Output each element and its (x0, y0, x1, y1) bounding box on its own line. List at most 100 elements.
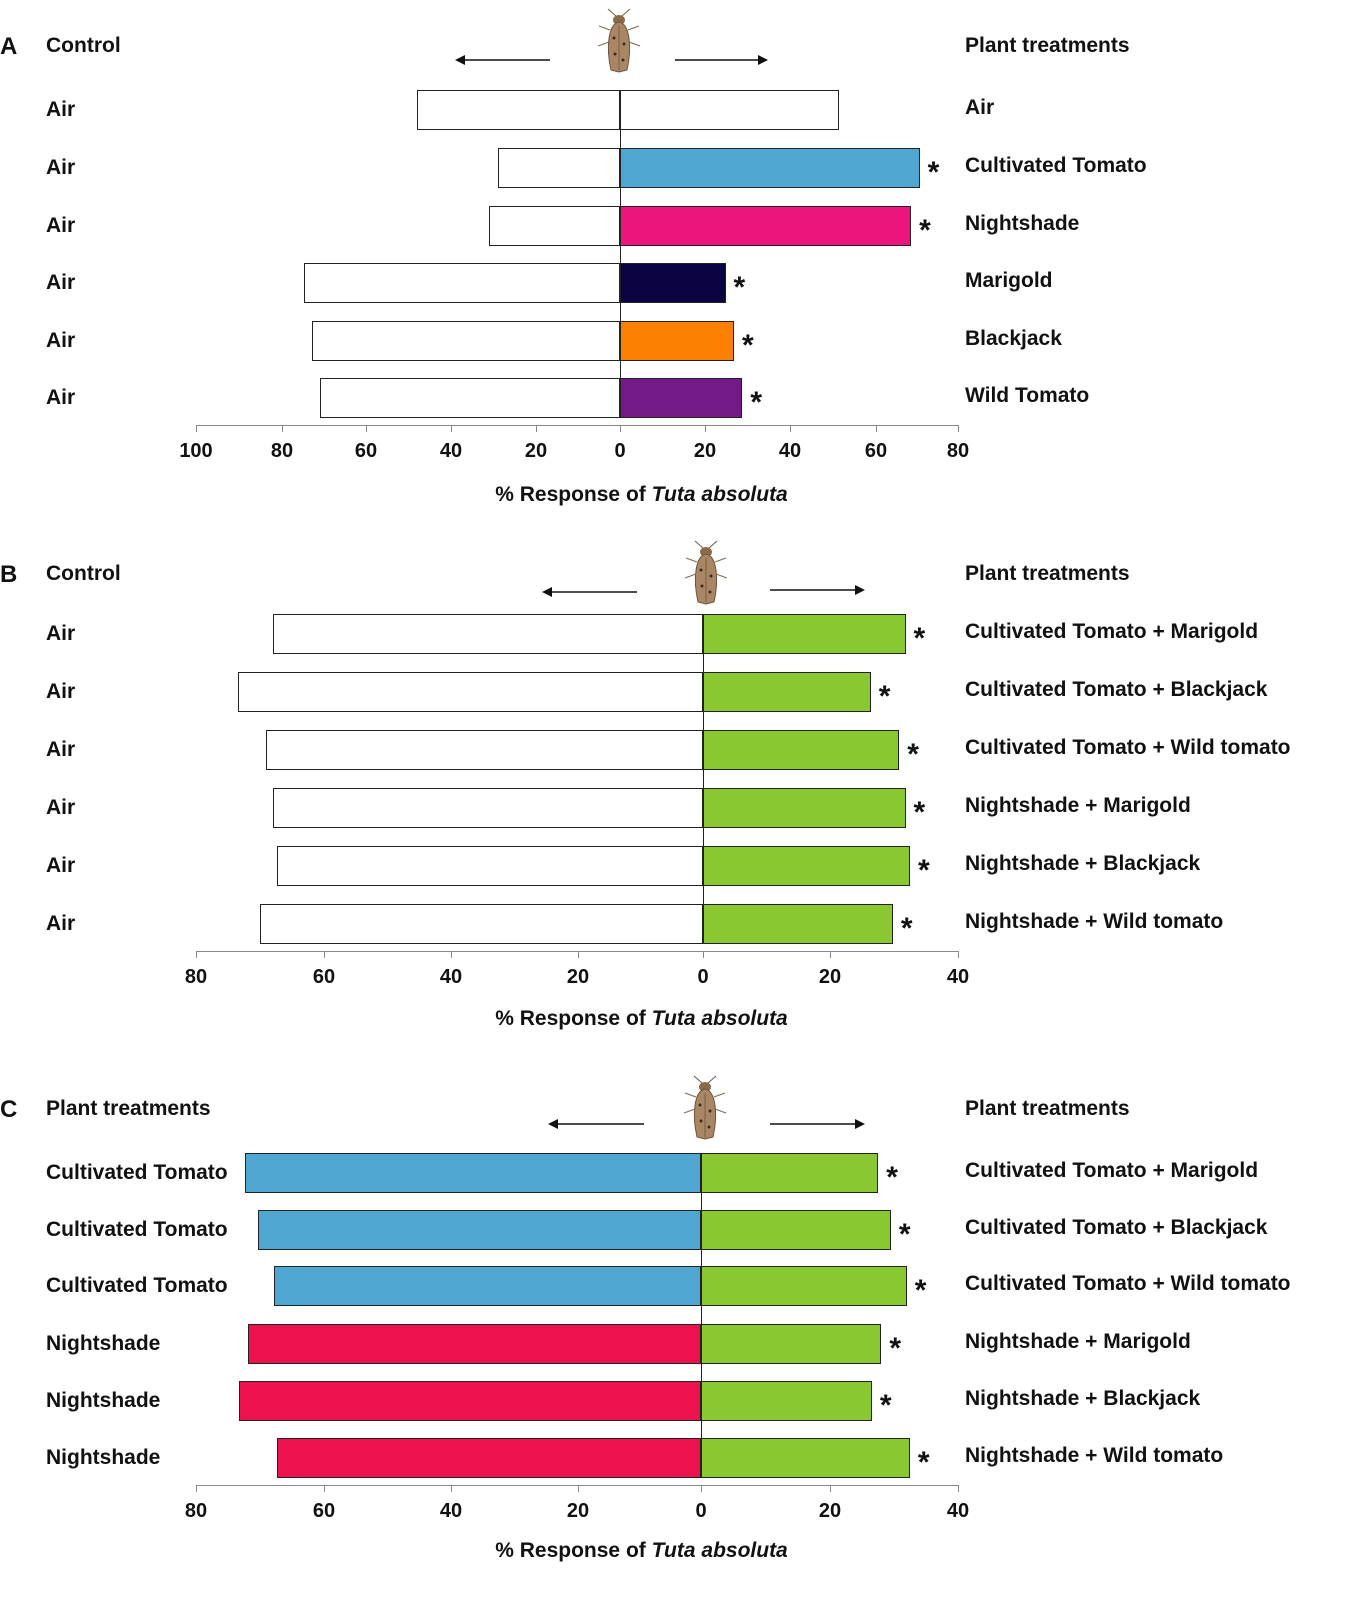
row-left-label: Cultivated Tomato (46, 1218, 228, 1241)
row-right-label: Wild Tomato (965, 384, 1090, 407)
x-axis-tick (451, 425, 452, 432)
significance-star: * (907, 738, 919, 771)
arrow-right-icon (675, 55, 768, 65)
row-left-label: Cultivated Tomato (46, 1161, 228, 1184)
panel-letter: C (0, 1096, 18, 1123)
x-axis-tick (701, 1485, 702, 1492)
row-left-label: Nightshade (46, 1332, 161, 1355)
x-axis-tick (703, 951, 704, 958)
row-left-label: Nightshade (46, 1446, 161, 1469)
bar-right (703, 614, 906, 654)
significance-star: * (898, 1218, 911, 1251)
x-axis-tick (958, 425, 959, 432)
row-left-label: Air (46, 271, 76, 294)
significance-star: * (917, 1446, 930, 1479)
bar-left (303, 263, 620, 303)
x-axis-tick (790, 425, 791, 432)
x-axis-tick-label: 80 (184, 1500, 208, 1522)
tuta-absoluta-moth-icon (683, 1075, 727, 1140)
x-axis-tick-label: 60 (354, 440, 378, 462)
x-axis-line (196, 1485, 958, 1486)
row-right-label: Nightshade + Marigold (965, 794, 1191, 817)
x-axis-tick-label: 80 (270, 440, 294, 462)
bar-right (701, 1210, 891, 1250)
bar-left (248, 1324, 701, 1364)
x-axis-line (196, 425, 958, 426)
significance-star: * (919, 214, 931, 247)
x-axis-tick (830, 951, 831, 958)
x-axis-tick-label: 80 (184, 966, 208, 988)
bar-left (245, 1153, 701, 1193)
panel-letter: A (0, 33, 18, 60)
bar-left (276, 1438, 701, 1478)
row-left-label: Cultivated Tomato (46, 1274, 228, 1297)
x-axis-tick-label: 20 (818, 1500, 842, 1522)
x-axis-tick (830, 1485, 831, 1492)
bar-right (620, 148, 920, 188)
bar-left (276, 846, 703, 886)
x-axis-tick (578, 1485, 579, 1492)
x-axis-tick-label: 100 (179, 440, 213, 462)
bar-left (417, 90, 620, 130)
x-axis-title-species: Tuta absoluta (651, 1007, 788, 1030)
x-axis-line (196, 951, 958, 952)
row-left-label: Air (46, 738, 76, 761)
significance-star: * (889, 1332, 902, 1365)
bar-right (701, 1266, 907, 1306)
bar-left (237, 672, 703, 712)
zero-line (620, 90, 621, 418)
row-left-label: Air (46, 796, 76, 819)
x-axis-tick-label: 40 (439, 966, 463, 988)
x-axis-tick-label: 0 (697, 966, 709, 988)
x-axis-tick-label: 20 (693, 440, 717, 462)
x-axis-tick-label: 40 (946, 1500, 970, 1522)
x-axis-title: % Response of Tuta absoluta (0, 1007, 1283, 1031)
x-axis-tick (958, 1485, 959, 1492)
significance-star: * (879, 1389, 892, 1422)
bar-left (272, 788, 703, 828)
bar-left (266, 730, 703, 770)
x-axis-title-prefix: % Response of (495, 483, 652, 506)
row-right-label: Nightshade + Blackjack (965, 1387, 1201, 1410)
bar-right (703, 788, 906, 828)
x-axis-tick-label: 40 (778, 440, 802, 462)
significance-star: * (913, 796, 926, 829)
x-axis-tick-label: 0 (695, 1500, 707, 1522)
row-left-label: Air (46, 854, 76, 877)
arrow-right-icon (770, 585, 865, 595)
row-left-label: Air (46, 156, 76, 179)
x-axis-tick-label: 20 (566, 1500, 590, 1522)
x-axis-tick-label: 20 (818, 966, 842, 988)
x-axis-tick-label: 80 (946, 440, 970, 462)
row-right-label: Cultivated Tomato (965, 154, 1147, 177)
bar-left (257, 1210, 701, 1250)
significance-star: * (741, 329, 754, 362)
row-right-label: Cultivated Tomato + Blackjack (965, 678, 1268, 701)
right-header: Plant treatments (965, 34, 1130, 57)
x-axis-tick (705, 425, 706, 432)
row-right-label: Cultivated Tomato + Wild tomato (965, 736, 1291, 759)
x-axis-title-prefix: % Response of (495, 1539, 652, 1562)
x-axis-tick (578, 951, 579, 958)
x-axis-title-species: Tuta absoluta (651, 1539, 788, 1562)
bar-right (620, 321, 734, 361)
arrow-right-icon (770, 1119, 865, 1129)
bar-right (701, 1324, 882, 1364)
bar-left (311, 321, 620, 361)
row-left-label: Air (46, 214, 76, 237)
bar-left (259, 904, 703, 944)
x-axis-title: % Response of Tuta absoluta (0, 483, 1283, 507)
significance-star: * (886, 1161, 898, 1194)
x-axis-tick-label: 60 (312, 1500, 336, 1522)
bar-left (489, 206, 620, 246)
x-axis-tick (451, 1485, 452, 1492)
significance-star: * (927, 156, 940, 189)
x-axis-tick-label: 20 (524, 440, 548, 462)
right-header: Plant treatments (965, 562, 1130, 585)
row-right-label: Nightshade + Wild tomato (965, 910, 1224, 933)
x-axis-tick-label: 60 (312, 966, 336, 988)
x-axis-tick (196, 1485, 197, 1492)
x-axis-tick (876, 425, 877, 432)
